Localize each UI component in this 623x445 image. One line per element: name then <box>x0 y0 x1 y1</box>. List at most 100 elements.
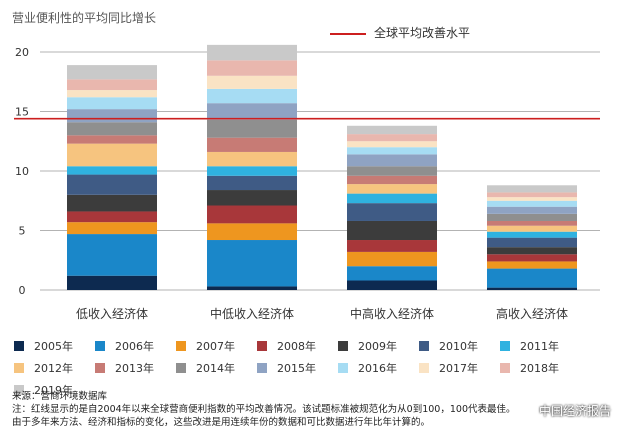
bar-segment <box>67 275 157 290</box>
watermark-text: 中国经济报告 <box>538 404 611 418</box>
legend-label: 2017年 <box>439 362 478 375</box>
legend-label: 2007年 <box>196 340 235 353</box>
bar-segment <box>487 225 577 232</box>
bar-segment <box>347 266 437 281</box>
legend-item: 2018年 <box>500 360 581 376</box>
bar-segment <box>207 166 297 176</box>
legend-label: 2013年 <box>115 362 154 375</box>
legend-item: 2005年 <box>14 338 95 354</box>
bar-segment <box>67 234 157 276</box>
series-legend: 2005年 2006年 2007年 2008年 2009年 2010年 2011年 2012年… <box>14 338 614 404</box>
bar-segment <box>347 125 437 135</box>
bar-segment <box>67 97 157 110</box>
bar-segment <box>67 135 157 144</box>
bar-segment <box>207 103 297 120</box>
bar-segment <box>207 60 297 76</box>
legend-item: 2010年 <box>419 338 500 354</box>
legend-label: 2008年 <box>277 340 316 353</box>
legend-swatch <box>14 363 24 373</box>
y-tick-label: 10 <box>15 165 29 178</box>
legend-swatch <box>338 363 348 373</box>
legend-label: 2014年 <box>196 362 235 375</box>
bar-segment <box>207 119 297 138</box>
legend-item: 2017年 <box>419 360 500 376</box>
legend-swatch <box>176 363 186 373</box>
legend-swatch <box>14 385 24 395</box>
legend-swatch <box>14 341 24 351</box>
y-tick-label: 0 <box>19 284 26 297</box>
bar-segment <box>487 237 577 248</box>
bar-segment <box>347 251 437 267</box>
bar-segment <box>67 122 157 136</box>
bar-segment <box>347 203 437 221</box>
bar-segment <box>487 247 577 255</box>
legend-label: 2018年 <box>520 362 559 375</box>
note-line-2: 由于多年来方法、经济和指标的变化，这些改进是用连续年份的数据和可比数据进行年比年… <box>12 417 431 428</box>
legend-label: 2011年 <box>520 340 559 353</box>
bar-segment <box>207 44 297 61</box>
legend-item: 2016年 <box>338 360 419 376</box>
bar-segment <box>487 220 577 226</box>
bar-segment <box>67 194 157 212</box>
legend-row: 2005年 2006年 2007年 2008年 2009年 2010年 2011年 <box>14 338 614 354</box>
legend-item: 2014年 <box>176 360 257 376</box>
bar-segment <box>487 261 577 269</box>
legend-item: 2015年 <box>257 360 338 376</box>
bar-segment <box>347 193 437 204</box>
bar-segment <box>67 222 157 235</box>
bar-segment <box>487 254 577 262</box>
legend-label: 2006年 <box>115 340 154 353</box>
bar-segment <box>347 147 437 155</box>
bar-segment <box>67 143 157 167</box>
y-tick-label: 15 <box>15 106 29 119</box>
bar-segment <box>487 231 577 238</box>
bar-segment <box>347 220 437 241</box>
legend-swatch <box>338 341 348 351</box>
bar-segment <box>207 205 297 224</box>
bar-segment <box>207 223 297 241</box>
bar-segment <box>487 287 577 290</box>
bar-segment <box>207 286 297 290</box>
legend-swatch <box>176 341 186 351</box>
legend-swatch <box>95 341 105 351</box>
bar-segment <box>67 109 157 123</box>
source-line: 来源：营商环境数据库 <box>12 391 108 402</box>
y-tick-label: 20 <box>15 46 29 59</box>
legend-label: 2010年 <box>439 340 478 353</box>
bar-segment <box>347 184 437 194</box>
bar-segment <box>347 166 437 176</box>
note-line-1: 注：红线显示的是自2004年以来全球营商便利指数的平均改善情况。该试题标准被规范… <box>12 404 516 415</box>
legend-label: 2005年 <box>34 340 73 353</box>
bar-segment <box>67 166 157 175</box>
legend-item: 2008年 <box>257 338 338 354</box>
legend-item: 2012年 <box>14 360 95 376</box>
bar-segment <box>207 151 297 167</box>
bar-segment <box>207 190 297 206</box>
stacked-bar-chart: 0 5 10 15 20 低收入经济体 中低收入经济体 中高收入经济体 高收入经济体 <box>14 44 600 321</box>
legend-item: 2013年 <box>95 360 176 376</box>
legend-item: 2009年 <box>338 338 419 354</box>
legend-swatch <box>419 341 429 351</box>
bar-segment <box>487 268 577 288</box>
bar-segment <box>67 79 157 91</box>
bar-segment <box>487 200 577 207</box>
bar-segment <box>207 175 297 191</box>
legend-item: 2007年 <box>176 338 257 354</box>
bar-segment <box>347 134 437 142</box>
bar-segment <box>207 75 297 89</box>
bar-segment <box>347 175 437 185</box>
bar-segment <box>487 197 577 201</box>
bar-segment <box>67 174 157 195</box>
category-label: 高收入经济体 <box>496 306 568 321</box>
legend-swatch <box>419 363 429 373</box>
bar-segment <box>347 154 437 167</box>
category-label: 中低收入经济体 <box>210 306 294 321</box>
legend-item: 2006年 <box>95 338 176 354</box>
bar-segment <box>487 185 577 193</box>
bar-segment <box>347 280 437 290</box>
legend-row: 2019年 <box>14 382 614 398</box>
legend-row: 2012年 2013年 2014年 2015年 2016年 2017年 2018年 <box>14 360 614 376</box>
legend-label: 2019年 <box>34 384 73 397</box>
reference-line-swatch <box>330 32 366 35</box>
bar-segment <box>347 240 437 252</box>
